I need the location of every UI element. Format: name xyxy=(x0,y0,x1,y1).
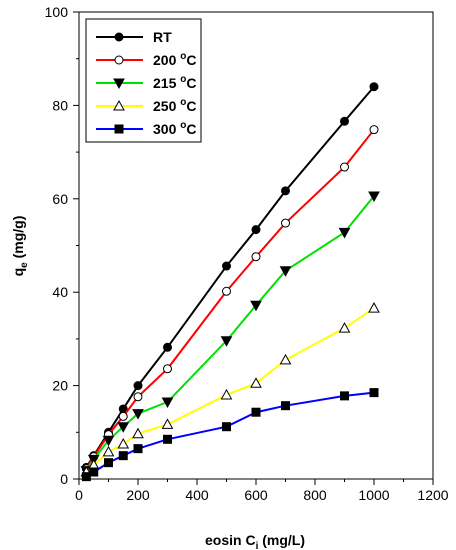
data-point-300 xyxy=(251,407,261,417)
data-point-rt xyxy=(251,225,261,235)
data-point-300 xyxy=(133,444,143,454)
data-point-300 xyxy=(222,422,231,432)
data-point-200 xyxy=(369,125,379,135)
data-point-300 xyxy=(81,472,91,482)
y-axis-title: qe (mg/g) xyxy=(10,216,30,277)
series-300 xyxy=(81,388,379,482)
data-point-rt xyxy=(340,116,349,126)
axes: 0 200 400 600 800 1000 1200 0 20 40 60 80 100 xyxy=(45,4,449,503)
data-point-300 xyxy=(281,401,290,411)
x-axis-title: eosin Ci (mg/L) xyxy=(205,532,305,550)
y-tick-label: 0 xyxy=(60,471,68,487)
data-point-300 xyxy=(118,451,128,461)
y-tick-label: 60 xyxy=(52,191,68,207)
data-point-300 xyxy=(104,458,113,468)
data-point-300 xyxy=(369,388,379,398)
data-point-215 xyxy=(368,191,380,203)
data-point-200 xyxy=(222,286,231,296)
data-point-250 xyxy=(279,353,292,365)
data-point-200 xyxy=(133,392,143,402)
legend-marker-300 xyxy=(114,124,124,134)
data-point-200 xyxy=(281,218,290,228)
legend-box xyxy=(85,18,202,143)
y-tick-label: 80 xyxy=(52,97,68,113)
data-point-200 xyxy=(118,411,128,421)
series-215 xyxy=(80,191,380,477)
x-tick-label: 1200 xyxy=(417,487,448,503)
x-tick-label: 0 xyxy=(75,487,83,503)
legend-label-215: 215 oC xyxy=(153,74,196,91)
x-tick-label: 1000 xyxy=(358,487,389,503)
legend-marker-rt xyxy=(114,32,124,42)
data-point-200 xyxy=(163,364,172,374)
legend-label-250: 250 oC xyxy=(153,97,196,114)
data-point-215 xyxy=(132,409,144,420)
legend-label-200: 200 oC xyxy=(153,51,196,68)
data-point-250 xyxy=(338,322,351,333)
data-point-215 xyxy=(161,397,174,408)
data-point-215 xyxy=(117,422,130,433)
legend-label-rt: RT xyxy=(153,29,172,45)
x-tick-label: 400 xyxy=(185,487,209,503)
data-point-250 xyxy=(368,302,380,313)
legend: RT 200 oC 215 oC 250 oC 300 oC xyxy=(85,18,202,143)
data-point-rt xyxy=(163,342,172,352)
x-tick-label: 800 xyxy=(303,487,327,503)
data-point-rt xyxy=(133,381,143,391)
data-point-250 xyxy=(161,418,174,429)
legend-marker-200 xyxy=(114,55,124,65)
y-tick-label: 40 xyxy=(52,284,68,300)
y-tick-label: 20 xyxy=(52,378,68,394)
data-point-rt xyxy=(222,261,231,271)
x-tick-label: 600 xyxy=(244,487,268,503)
series-line-rt xyxy=(85,86,375,468)
series-200 xyxy=(81,125,379,474)
series-layer xyxy=(80,82,380,482)
data-point-250 xyxy=(220,388,233,400)
data-point-200 xyxy=(251,252,261,262)
data-point-215 xyxy=(102,435,115,447)
data-point-300 xyxy=(340,391,349,401)
series-line-250 xyxy=(85,307,375,473)
legend-marker-250 xyxy=(113,99,125,111)
series-line-300 xyxy=(85,391,375,478)
y-tick-label: 100 xyxy=(45,4,69,20)
data-point-250 xyxy=(117,437,130,449)
data-point-rt xyxy=(369,82,379,92)
data-point-200 xyxy=(340,162,349,172)
data-point-300 xyxy=(89,467,99,477)
data-point-250 xyxy=(250,377,262,388)
data-point-215 xyxy=(220,336,233,347)
x-tick-label: 200 xyxy=(126,487,150,503)
data-point-215 xyxy=(338,227,351,239)
series-250 xyxy=(80,302,380,477)
data-point-250 xyxy=(132,427,144,439)
data-point-rt xyxy=(281,186,290,196)
data-point-215 xyxy=(279,266,292,277)
series-line-200 xyxy=(85,129,375,470)
data-point-215 xyxy=(250,300,262,312)
data-point-250 xyxy=(102,445,115,457)
legend-marker-215 xyxy=(113,78,125,90)
data-point-300 xyxy=(163,434,172,444)
legend-label-300: 300 oC xyxy=(153,120,196,137)
